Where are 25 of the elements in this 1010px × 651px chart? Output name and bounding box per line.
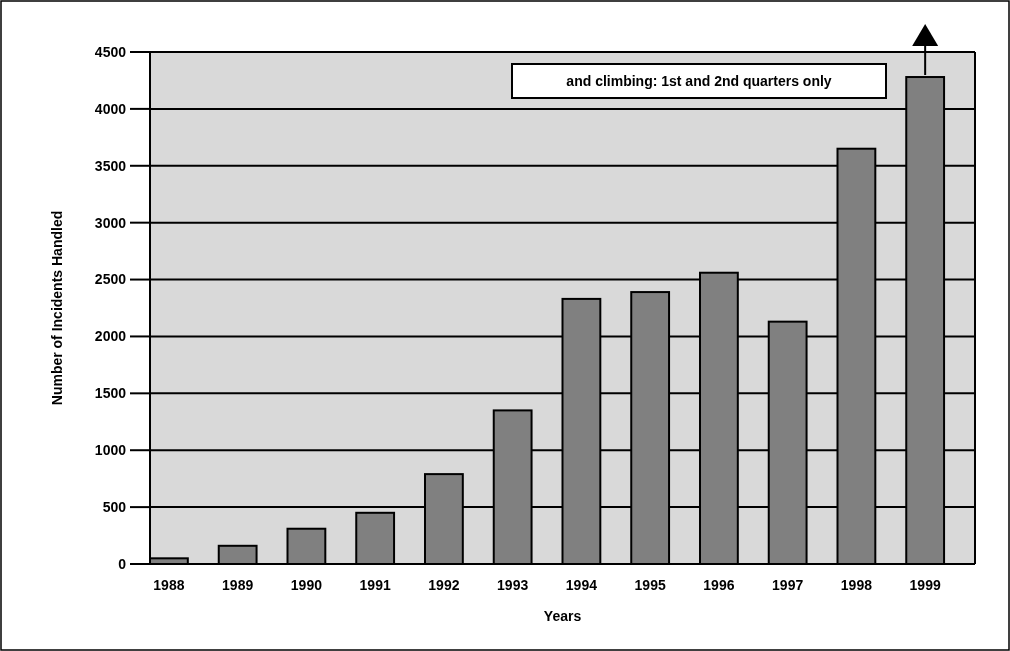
y-tick-label: 4000	[94, 100, 127, 117]
x-tick-label: 1988	[153, 577, 185, 593]
x-tick-label: 1998	[840, 577, 873, 593]
y-tick-label: 3500	[94, 157, 127, 174]
y-tick-label: 1500	[94, 385, 127, 402]
y-tick-label: 3000	[94, 214, 127, 231]
x-tick-label: 1996	[703, 577, 735, 593]
x-tick-label: 1989	[222, 577, 254, 593]
x-tick-label: 1997	[772, 577, 804, 593]
x-axis-title: Years	[543, 608, 582, 624]
x-tick-label: 1990	[290, 577, 323, 593]
y-tick-label: 0	[118, 555, 127, 572]
y-tick-label: 4500	[94, 43, 127, 60]
x-tick-label: 1992	[428, 577, 460, 593]
x-tick-label: 1991	[359, 577, 391, 593]
annotation: and climbing: 1st and 2nd quarters only	[566, 72, 832, 89]
y-axis-title: Number of Incidents Handled	[49, 210, 65, 406]
x-tick-label: 1999	[909, 577, 941, 593]
y-tick-label: 2500	[94, 271, 127, 288]
y-tick-label: 500	[102, 499, 127, 516]
x-tick-label: 1994	[565, 577, 598, 593]
x-tick-label: 1993	[497, 577, 529, 593]
y-tick-label: 1000	[94, 442, 127, 459]
x-tick-label: 1995	[634, 577, 666, 593]
y-tick-label: 2000	[94, 328, 127, 345]
